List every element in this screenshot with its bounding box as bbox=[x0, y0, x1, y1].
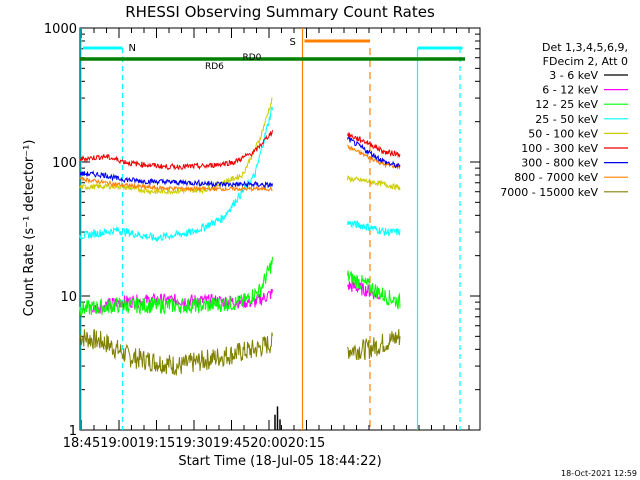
legend-item-label: 3 - 6 keV bbox=[549, 69, 598, 82]
series-25-50-seg2 bbox=[347, 220, 401, 236]
night-label: N bbox=[129, 43, 136, 54]
y-axis-label: Count Rate (s⁻¹ detector⁻¹) bbox=[22, 140, 37, 317]
x-tick-label: 19:15 bbox=[138, 436, 175, 451]
legend-item-label: 6 - 12 keV bbox=[542, 84, 598, 97]
plot-frame bbox=[79, 27, 481, 431]
x-tick-label: 18:45 bbox=[63, 436, 100, 451]
rd-label-0: RD0 bbox=[243, 53, 262, 63]
legend-item-label: 12 - 25 keV bbox=[535, 98, 598, 111]
series-300-800-seg2 bbox=[347, 136, 401, 169]
series-25-50-seg1 bbox=[79, 106, 273, 243]
series-12-25-seg2 bbox=[347, 270, 401, 310]
series-300-800-seg1 bbox=[79, 170, 273, 189]
saa-label: S bbox=[290, 37, 296, 48]
legend: Det 1,3,4,5,6,9, FDecim 2, Att 0 3 - 6 k… bbox=[500, 41, 628, 199]
series-12-25-seg1 bbox=[79, 256, 273, 319]
series-800-7000-seg2 bbox=[347, 144, 401, 170]
legend-header-line-1: Det 1,3,4,5,6,9, bbox=[542, 41, 628, 54]
series-800-7000-seg1 bbox=[79, 176, 273, 193]
x-tick-label: 19:00 bbox=[100, 436, 137, 451]
legend-item-label: 100 - 300 keV bbox=[521, 142, 598, 155]
series-50-100-seg1 bbox=[79, 97, 273, 196]
chart-title: RHESSI Observing Summary Count Rates bbox=[125, 3, 435, 21]
legend-header-line-2: FDecim 2, Att 0 bbox=[543, 55, 628, 68]
series-50-100-seg2 bbox=[347, 175, 401, 191]
y-tick-label: 100 bbox=[52, 156, 77, 171]
rd-label-6: RD6 bbox=[205, 62, 224, 72]
series-100-300-seg1 bbox=[79, 130, 273, 171]
series-group bbox=[79, 97, 401, 430]
timestamp-label: 18-Oct-2021 12:59 bbox=[561, 469, 637, 478]
series-7000-15000-seg1 bbox=[79, 328, 273, 376]
y-tick-label: 1 bbox=[69, 424, 77, 439]
legend-item-label: 25 - 50 keV bbox=[535, 113, 598, 126]
y-tick-label: 10 bbox=[60, 290, 77, 305]
legend-item-label: 50 - 100 keV bbox=[528, 127, 598, 140]
x-tick-label: 20:15 bbox=[288, 436, 325, 451]
series-6-12-seg1 bbox=[92, 288, 273, 314]
legend-item-label: 7000 - 15000 keV bbox=[500, 186, 598, 199]
x-tick-label: 19:45 bbox=[213, 436, 250, 451]
x-tick-label: 19:30 bbox=[175, 436, 212, 451]
x-axis-label: Start Time (18-Jul-05 18:44:22) bbox=[178, 454, 381, 469]
series-7000-15000-seg2 bbox=[347, 328, 401, 361]
annotations-group: N S RD0 RD6 bbox=[80, 28, 465, 430]
series-100-300-seg2 bbox=[347, 131, 401, 159]
legend-item-label: 300 - 800 keV bbox=[521, 157, 598, 170]
axes-group: 1 10 100 1000 18:45 19:00 19:15 19:30 19:45 20:00… bbox=[44, 22, 481, 451]
x-tick-label: 20:00 bbox=[250, 436, 287, 451]
legend-item-label: 800 - 7000 keV bbox=[514, 171, 598, 184]
y-tick-label: 1000 bbox=[44, 22, 77, 37]
